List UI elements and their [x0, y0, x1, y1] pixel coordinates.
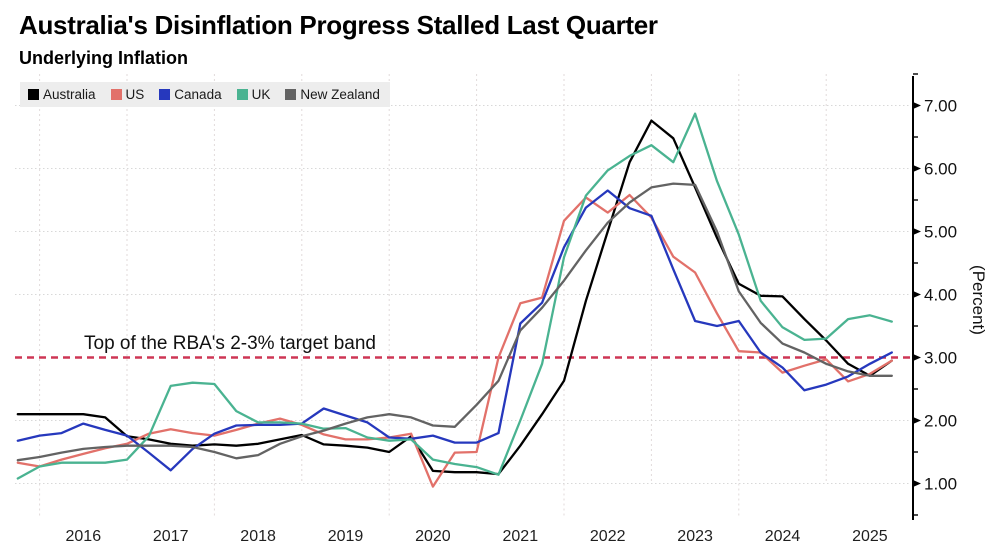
line-canada — [16, 189, 893, 472]
x-axis-year-label: 2020 — [415, 528, 451, 545]
y-axis-major-tick — [913, 291, 921, 298]
legend: Australia US Canada UK New Zealand — [20, 82, 390, 107]
legend-item-uk: UK — [236, 87, 271, 102]
y-axis-title: (Percent) — [969, 265, 988, 335]
chart-subtitle: Underlying Inflation — [19, 48, 188, 68]
y-axis-major-tick — [913, 102, 921, 109]
legend-label: New Zealand — [300, 87, 380, 102]
y-axis-label: 2.00 — [924, 412, 957, 431]
legend-label: US — [125, 87, 145, 102]
canada-swatch-icon — [159, 89, 171, 100]
y-axis-label: 6.00 — [924, 160, 957, 179]
us-swatch-icon — [110, 89, 122, 100]
x-axis-year-label: 2021 — [503, 528, 539, 545]
x-axis-year-label: 2023 — [677, 528, 713, 545]
y-axis-label: 1.00 — [924, 475, 957, 494]
line-new-zealand — [16, 182, 893, 462]
australia-swatch-icon — [28, 89, 39, 100]
y-axis-label: 4.00 — [924, 286, 957, 305]
rba-target-annotation: Top of the RBA's 2-3% target band — [84, 333, 376, 354]
x-axis-year-label: 2024 — [765, 528, 801, 545]
y-axis-label: 5.00 — [924, 223, 957, 242]
legend-item-australia: Australia — [28, 87, 96, 102]
y-axis-major-tick — [913, 165, 921, 172]
x-axis-year-label: 2016 — [66, 528, 102, 545]
x-axis-year-label: 2022 — [590, 528, 626, 545]
legend-label: UK — [251, 87, 271, 102]
y-axis-major-tick — [913, 417, 921, 424]
y-axis-major-tick — [913, 354, 921, 361]
y-axis-major-tick — [913, 228, 921, 235]
y-axis-label: 3.00 — [924, 349, 957, 368]
legend-item-new-zealand: New Zealand — [285, 87, 380, 102]
uk-swatch-icon — [236, 89, 248, 100]
legend-item-us: US — [110, 87, 145, 102]
chart-title: Australia's Disinflation Progress Stalle… — [19, 10, 658, 40]
legend-item-canada: Canada — [159, 87, 222, 102]
legend-label: Canada — [174, 87, 222, 102]
x-axis-year-label: 2025 — [852, 528, 888, 545]
legend-label: Australia — [43, 87, 96, 102]
line-australia — [16, 119, 893, 476]
y-axis-label: 7.00 — [924, 97, 957, 116]
y-axis-major-tick — [913, 480, 921, 487]
x-axis-year-label: 2018 — [240, 528, 276, 545]
line-us — [16, 193, 893, 488]
x-axis-year-label: 2019 — [328, 528, 364, 545]
line-uk — [16, 112, 893, 480]
x-axis-year-label: 2017 — [153, 528, 189, 545]
new-zealand-swatch-icon — [285, 89, 297, 100]
